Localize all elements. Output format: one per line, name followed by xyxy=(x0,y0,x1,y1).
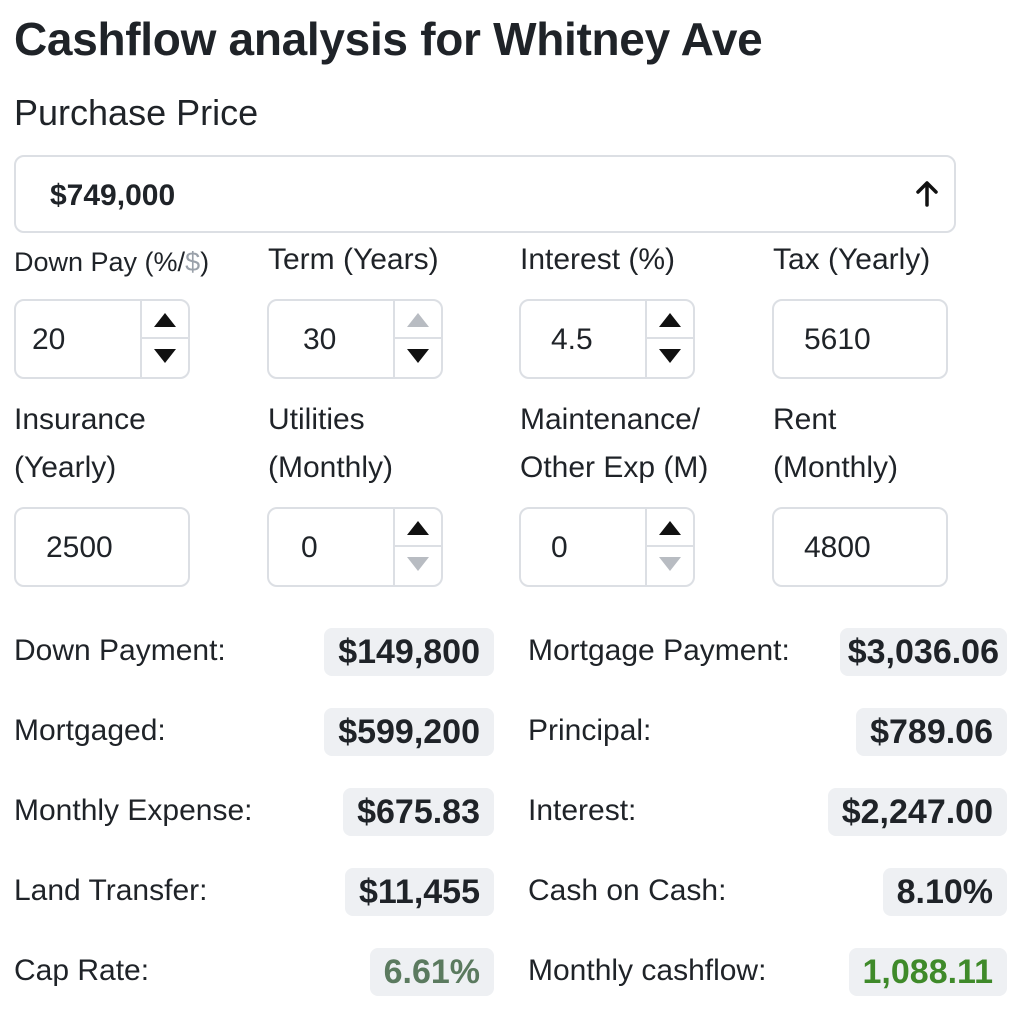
utilities-value: 0 xyxy=(301,531,318,564)
mortgage-payment-label: Mortgage Payment: xyxy=(528,634,790,667)
cap-rate-value: 6.61% xyxy=(369,948,494,996)
increment-button[interactable] xyxy=(647,301,693,339)
down-pay-input[interactable]: 20 xyxy=(14,299,190,379)
decrement-button[interactable] xyxy=(142,339,188,377)
utilities-input[interactable]: 0 xyxy=(267,507,443,587)
increment-button[interactable] xyxy=(395,301,441,339)
triangle-down-icon xyxy=(659,349,681,363)
decrement-button[interactable] xyxy=(395,547,441,585)
triangle-up-icon xyxy=(659,521,681,535)
interest-rate-input[interactable]: 4.5 xyxy=(519,299,695,379)
interest-value: $2,247.00 xyxy=(827,788,1007,836)
tax-input[interactable]: 5610 xyxy=(772,299,948,379)
term-stepper[interactable] xyxy=(393,301,441,377)
triangle-down-icon xyxy=(154,349,176,363)
increment-button[interactable] xyxy=(395,509,441,547)
triangle-down-icon xyxy=(407,349,429,363)
principal-value: $789.06 xyxy=(856,708,1007,756)
mortgage-payment-value: $3,036.06 xyxy=(839,628,1007,676)
term-label: Term (Years) xyxy=(268,243,439,276)
triangle-down-icon xyxy=(659,557,681,571)
maintenance-value: 0 xyxy=(551,531,568,564)
tax-label: Tax (Yearly) xyxy=(773,243,931,276)
utilities-label: Utilities (Monthly) xyxy=(268,403,394,484)
rent-input[interactable]: 4800 xyxy=(772,507,948,587)
term-input[interactable]: 30 xyxy=(267,299,443,379)
triangle-up-icon xyxy=(154,313,176,327)
rent-value: 4800 xyxy=(804,531,871,564)
insurance-input[interactable]: 2500 xyxy=(14,507,190,587)
purchase-price-input[interactable]: $749,000 xyxy=(14,155,956,233)
cash-on-cash-value: 8.10% xyxy=(882,868,1007,916)
mortgaged-label: Mortgaged: xyxy=(14,714,166,747)
monthly-expense-value: $675.83 xyxy=(343,788,494,836)
monthly-cashflow-value: 1,088.11 xyxy=(848,948,1007,996)
page-title: Cashflow analysis for Whitney Ave xyxy=(14,13,763,65)
down-pay-label: Down Pay (%/$) xyxy=(14,247,210,277)
decrement-button[interactable] xyxy=(395,339,441,377)
land-transfer-label: Land Transfer: xyxy=(14,874,208,907)
increment-button[interactable] xyxy=(142,301,188,339)
triangle-up-icon xyxy=(407,313,429,327)
increment-button[interactable] xyxy=(647,509,693,547)
principal-label: Principal: xyxy=(528,714,652,747)
land-transfer-value: $11,455 xyxy=(344,868,494,916)
interest-rate-stepper[interactable] xyxy=(645,301,693,377)
monthly-expense-label: Monthly Expense: xyxy=(14,794,253,827)
maintenance-stepper[interactable] xyxy=(645,509,693,585)
term-value: 30 xyxy=(303,323,337,356)
insurance-label: Insurance (Yearly) xyxy=(14,403,146,484)
down-pay-value: 20 xyxy=(32,323,66,356)
cash-on-cash-label: Cash on Cash: xyxy=(528,874,727,907)
triangle-up-icon xyxy=(407,521,429,535)
interest-rate-label: Interest (%) xyxy=(520,243,676,276)
down-payment-label: Down Payment: xyxy=(14,634,226,667)
tax-value: 5610 xyxy=(804,323,871,356)
cap-rate-label: Cap Rate: xyxy=(14,954,150,987)
purchase-price-value: $749,000 xyxy=(50,179,176,212)
arrow-up-icon[interactable] xyxy=(914,179,940,209)
interest-rate-value: 4.5 xyxy=(551,323,593,356)
purchase-price-label: Purchase Price xyxy=(14,92,259,133)
down-payment-value: $149,800 xyxy=(324,628,494,676)
decrement-button[interactable] xyxy=(647,547,693,585)
monthly-cashflow-label: Monthly cashflow: xyxy=(528,954,767,987)
utilities-stepper[interactable] xyxy=(393,509,441,585)
rent-label: Rent (Monthly) xyxy=(773,403,899,484)
mortgaged-value: $599,200 xyxy=(324,708,494,756)
maintenance-input[interactable]: 0 xyxy=(519,507,695,587)
decrement-button[interactable] xyxy=(647,339,693,377)
triangle-up-icon xyxy=(659,313,681,327)
insurance-value: 2500 xyxy=(46,531,113,564)
down-pay-stepper[interactable] xyxy=(140,301,188,377)
maintenance-label: Maintenance/Other Exp (M) xyxy=(520,403,709,484)
interest-label: Interest: xyxy=(528,794,637,827)
triangle-down-icon xyxy=(407,557,429,571)
